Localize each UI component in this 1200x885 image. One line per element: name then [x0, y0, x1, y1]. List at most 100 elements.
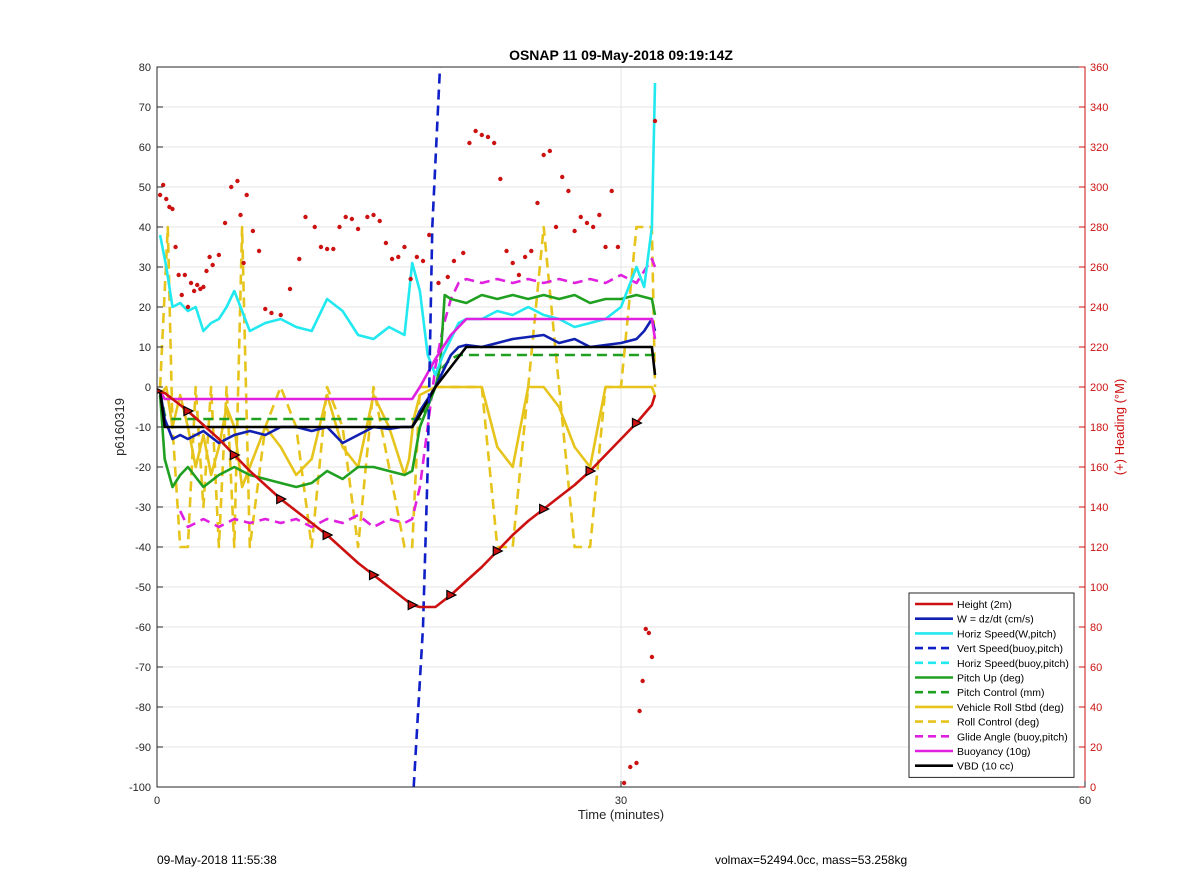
heading-point [256, 248, 262, 254]
heading-point [420, 258, 426, 264]
heading-point [451, 258, 457, 264]
heading-point [609, 188, 614, 194]
heading-point [235, 178, 240, 184]
y2-tick-label: 40 [1090, 702, 1102, 714]
y-tick-label: -50 [135, 582, 151, 594]
series-line-w [158, 317, 657, 445]
heading-point [597, 212, 602, 218]
heading-point [216, 252, 222, 258]
heading-point [436, 280, 441, 286]
heading-point [510, 260, 515, 266]
heading-point [195, 282, 200, 288]
heading-point [628, 764, 633, 770]
series-line-vert_buoy [412, 67, 442, 787]
legend-label: Height (2m) [957, 599, 1012, 611]
y-tick-label: 0 [145, 382, 151, 394]
heading-point [365, 214, 370, 220]
heading-point [479, 132, 484, 138]
height-marker [183, 405, 195, 417]
height-marker [276, 493, 288, 505]
heading-point [324, 246, 330, 252]
heading-point [646, 630, 652, 636]
y2-tick-label: 320 [1090, 142, 1108, 154]
height-marker [322, 529, 334, 541]
heading-point [343, 214, 348, 220]
heading-point [547, 148, 553, 154]
heading-point [173, 244, 178, 250]
x-axis-label: Time (minutes) [578, 807, 664, 822]
y-tick-label: -90 [135, 742, 151, 754]
heading-point [491, 140, 497, 146]
heading-point [383, 240, 389, 246]
y2-tick-label: 340 [1090, 102, 1108, 114]
y-tick-label: 70 [139, 102, 151, 114]
series-layer [157, 67, 658, 787]
heading-point [312, 224, 317, 230]
heading-point [185, 304, 191, 310]
heading-point [269, 310, 274, 316]
heading-point [467, 140, 472, 146]
y-tick-label: 60 [139, 142, 151, 154]
heading-point [640, 678, 645, 684]
heading-point [182, 272, 188, 278]
legend: Height (2m) W = dz/dt (cm/s) Horiz Speed(W… [908, 592, 1075, 778]
y2-tick-label: 240 [1090, 302, 1108, 314]
heading-point [485, 134, 491, 140]
y2-tick-label: 260 [1090, 262, 1108, 274]
series-line-buoyancy [158, 317, 657, 401]
legend-label: Pitch Control (mm) [957, 687, 1045, 699]
y2-tick-label: 100 [1090, 582, 1108, 594]
legend-label: Buoyancy (10g) [957, 746, 1031, 758]
y-tick-label: -40 [135, 542, 151, 554]
heading-point [164, 196, 169, 202]
heading-point [504, 248, 509, 254]
heading-point [207, 254, 212, 260]
legend-label: W = dz/dt (cm/s) [957, 614, 1034, 626]
y2-tick-label: 140 [1090, 502, 1108, 514]
y2-tick-label: 280 [1090, 222, 1108, 234]
heading-point [603, 244, 608, 250]
y2-tick-label: 60 [1090, 662, 1102, 674]
bottom-axis: 0 30 60 [154, 781, 1091, 807]
heading-point [578, 214, 583, 220]
heading-point [191, 288, 197, 294]
heading-point [643, 626, 648, 632]
heading-point [621, 780, 627, 786]
heading-point [637, 708, 642, 714]
heading-point [229, 184, 234, 190]
y-tick-label: -20 [135, 462, 151, 474]
heading-point [590, 224, 596, 230]
y2-tick-label: 0 [1090, 782, 1096, 794]
heading-point [402, 244, 407, 250]
y2-tick-label: 80 [1090, 622, 1102, 634]
heading-point [170, 206, 175, 212]
heading-point [287, 286, 293, 292]
height-marker [631, 417, 643, 429]
legend-label: VBD (10 cc) [957, 761, 1014, 773]
height-marker [407, 599, 419, 611]
heading-point [408, 276, 413, 282]
y-axis-label: p6160319 [112, 398, 127, 456]
legend-label: Vehicle Roll Stbd (deg) [957, 702, 1064, 714]
heading-point [263, 306, 268, 312]
heading-point [414, 254, 420, 260]
heading-point [498, 176, 503, 182]
heading-point [210, 262, 215, 268]
height-marker [446, 589, 458, 601]
heading-point [553, 224, 559, 230]
y2-tick-label: 200 [1090, 382, 1108, 394]
y2-tick-label: 160 [1090, 462, 1108, 474]
heading-point [566, 188, 571, 194]
heading-point [652, 118, 658, 124]
heading-point [634, 760, 639, 766]
y-tick-label: 10 [139, 342, 151, 354]
legend-label: Pitch Up (deg) [957, 673, 1024, 685]
heading-point [377, 218, 382, 224]
legend-box [908, 592, 1075, 778]
chart-title: OSNAP 11 09-May-2018 09:19:14Z [509, 47, 733, 63]
y2-tick-label: 120 [1090, 542, 1108, 554]
heading-point [188, 280, 194, 286]
heading-point [584, 220, 590, 226]
heading-point [649, 654, 655, 660]
